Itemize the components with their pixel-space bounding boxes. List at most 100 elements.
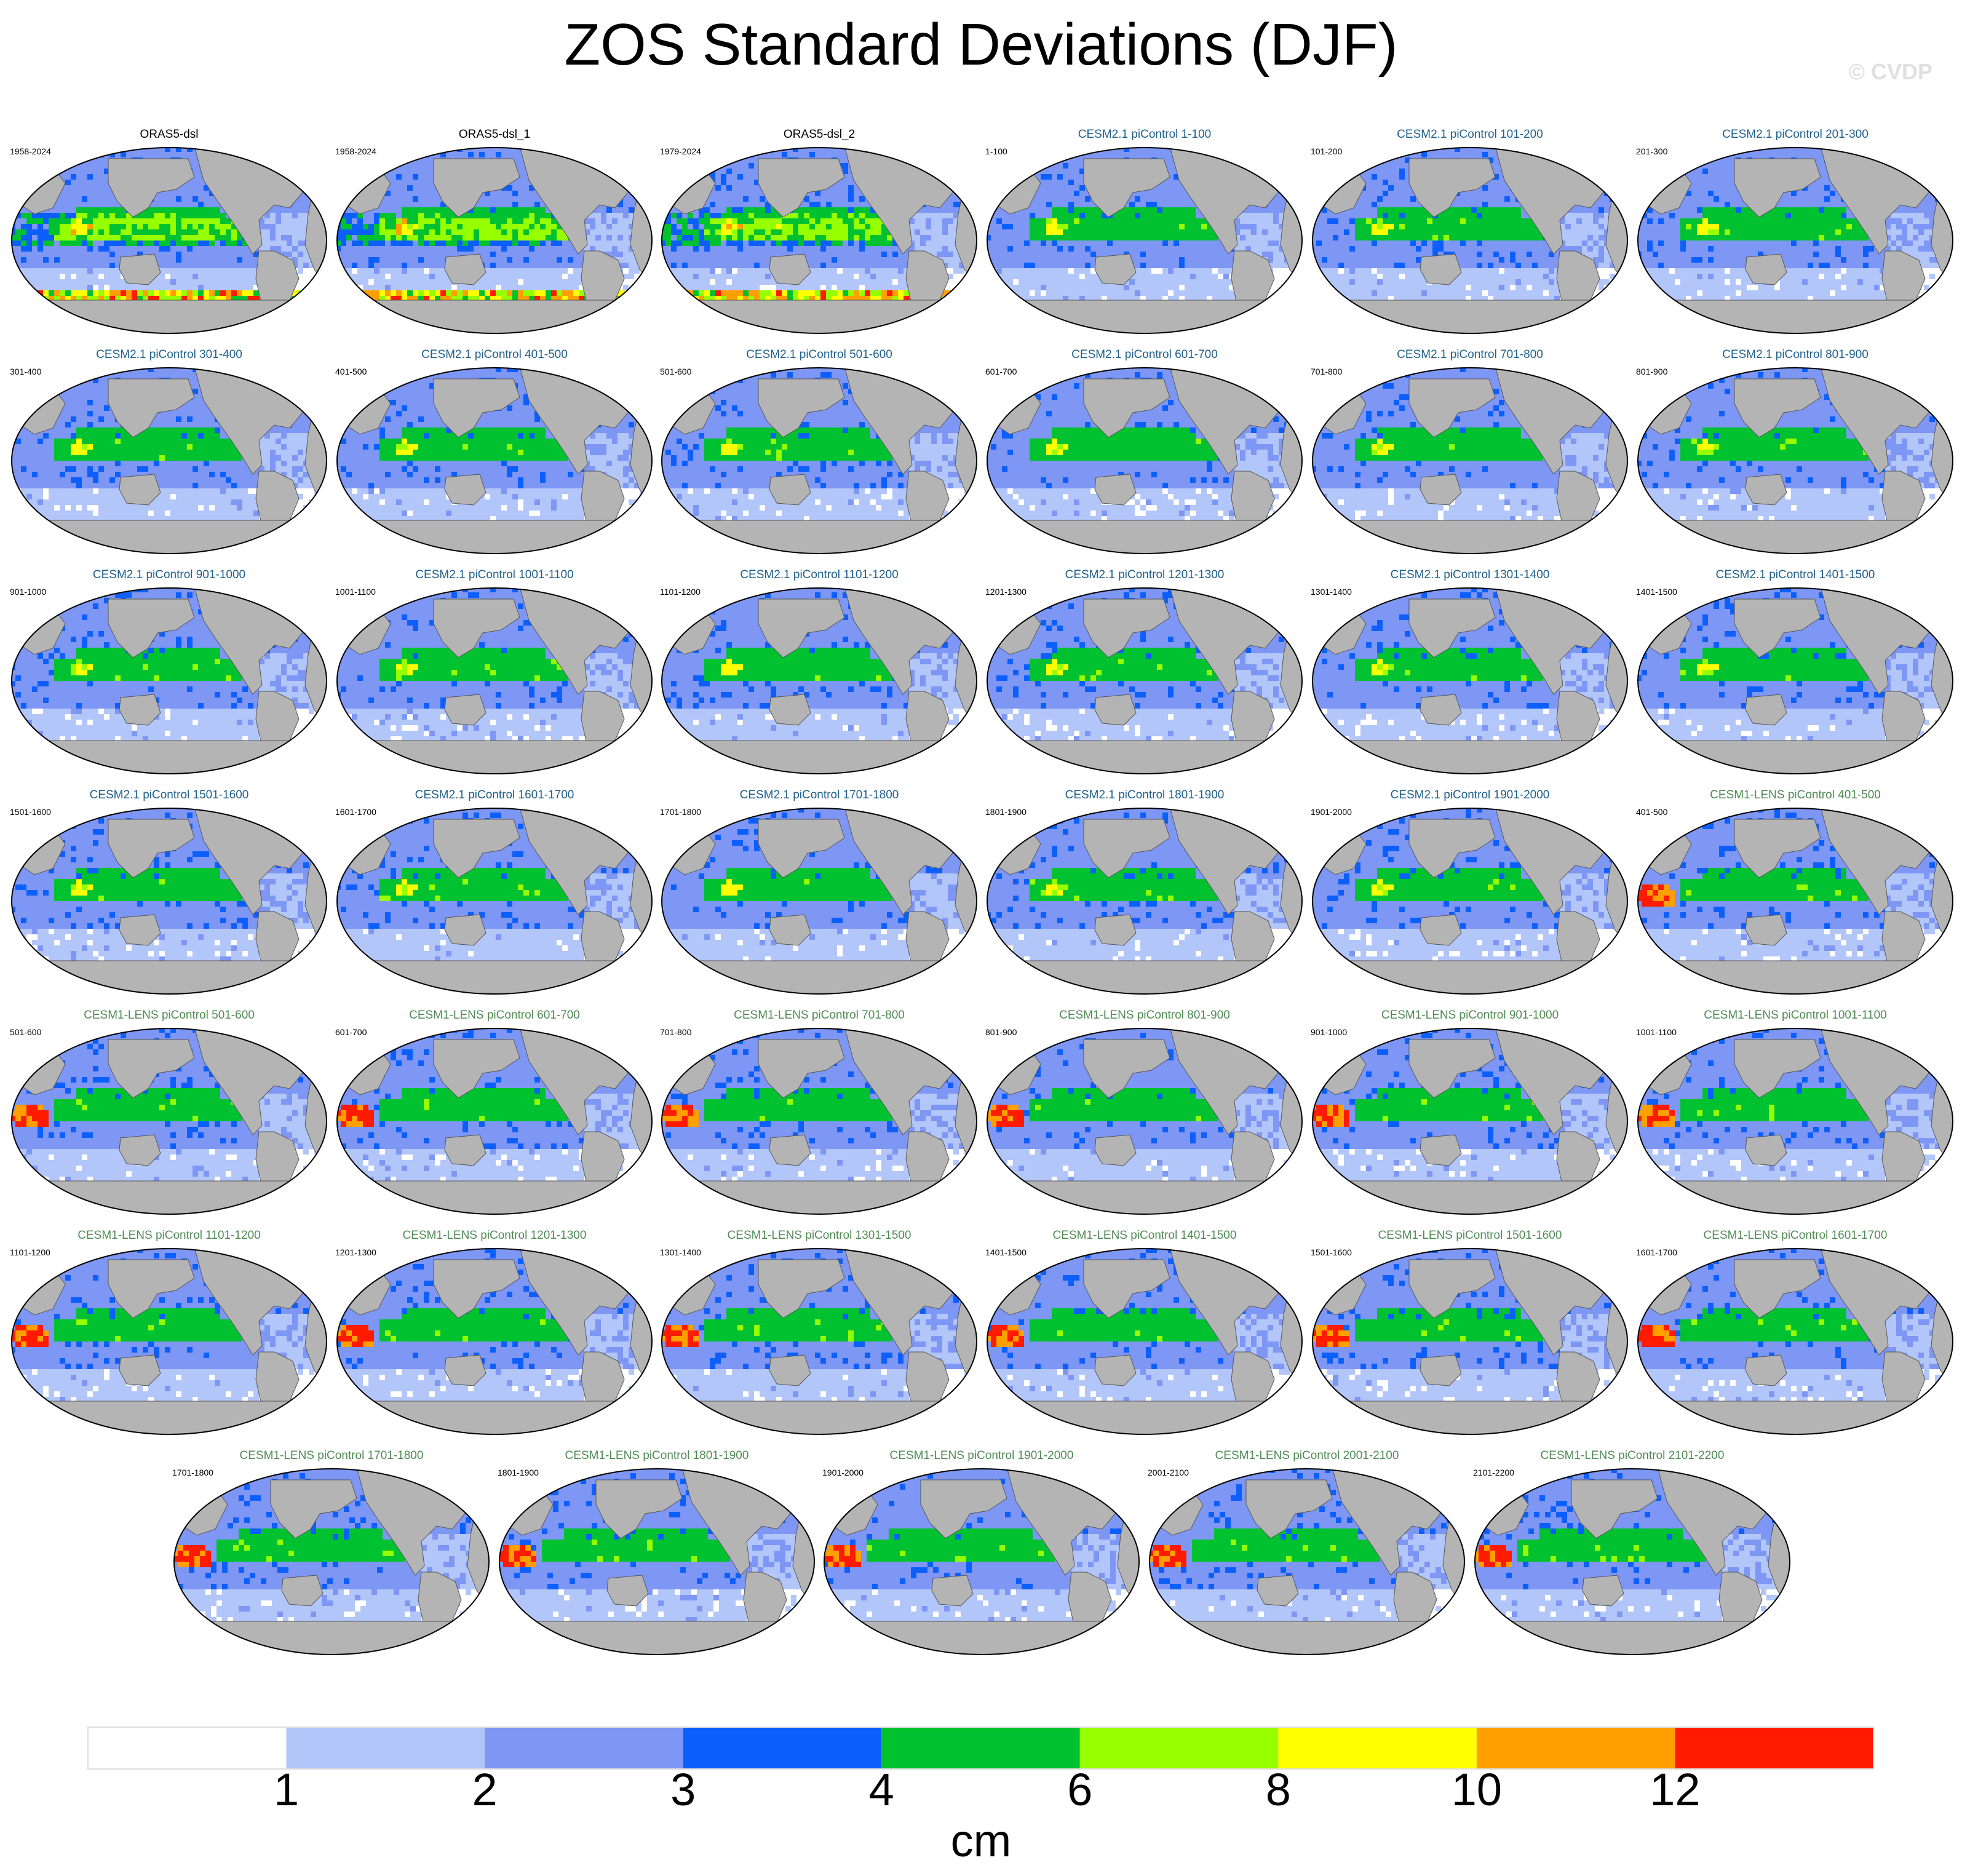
global-map — [661, 367, 977, 554]
panel-title: CESM1-LENS piControl 401-500 — [1634, 789, 1957, 802]
panel-years-label: 1401-1500 — [1636, 587, 1677, 597]
global-map — [11, 1248, 327, 1435]
colorbar-unit-label: cm — [951, 1815, 1012, 1866]
panel-years-label: 901-1000 — [10, 587, 46, 597]
map-panel: CESM2.1 piControl 1401-1500 1401-1500 — [1634, 568, 1957, 777]
global-map — [1637, 808, 1953, 995]
global-map — [1637, 147, 1953, 334]
colorbar-bin — [286, 1727, 485, 1769]
panel-title: ORAS5-dsl — [7, 128, 331, 141]
colorbar-bin — [1675, 1727, 1873, 1769]
map-panel: CESM2.1 piControl 901-1000 901-1000 — [7, 568, 331, 777]
panel-years-label: 1501-1600 — [10, 807, 51, 817]
colorbar-tick-label: 10 — [1452, 1764, 1502, 1815]
global-map — [1312, 808, 1628, 995]
map-panel: CESM1-LENS piControl 2001-2100 2001-2100 — [1145, 1449, 1469, 1658]
colorbar-bin — [683, 1727, 882, 1769]
panel-years-label: 1701-1800 — [660, 807, 701, 817]
panel-years-label: 1958-2024 — [10, 146, 51, 156]
map-panel: CESM1-LENS piControl 1301-1500 1301-1400 — [657, 1229, 981, 1438]
panel-years-label: 1958-2024 — [335, 146, 376, 156]
panel-years-label: 1901-2000 — [1311, 807, 1352, 817]
colorbar-tick-label: 4 — [869, 1764, 894, 1815]
panel-years-label: 401-500 — [335, 367, 367, 376]
map-panel: CESM2.1 piControl 201-300 201-300 — [1634, 128, 1957, 337]
panel-title: CESM2.1 piControl 801-900 — [1634, 348, 1957, 362]
global-map — [661, 1028, 977, 1215]
map-panel: CESM2.1 piControl 401-500 401-500 — [333, 348, 656, 557]
global-map — [336, 1248, 653, 1435]
panel-years-label: 1501-1600 — [1311, 1247, 1352, 1257]
global-map — [1312, 587, 1628, 774]
map-panel: CESM1-LENS piControl 801-900 801-900 — [983, 1009, 1306, 1218]
panel-years-label: 501-600 — [660, 367, 691, 376]
map-panel: ORAS5-dsl 1958-2024 — [7, 128, 331, 337]
map-panel: CESM2.1 piControl 1-100 1-100 — [983, 128, 1306, 337]
panel-years-label: 1301-1400 — [660, 1247, 701, 1257]
panel-title: CESM1-LENS piControl 1401-1500 — [983, 1229, 1306, 1242]
colorbar-tick-label: 3 — [670, 1764, 696, 1815]
colorbar-bin — [881, 1727, 1080, 1769]
panel-years-label: 201-300 — [1636, 146, 1667, 156]
panel-years-label: 1101-1200 — [10, 1247, 50, 1257]
colorbar: 1 2 3 4 6 8 10 12 cm — [0, 1716, 1962, 1873]
map-panel: CESM1-LENS piControl 601-700 601-700 — [333, 1009, 656, 1218]
global-map — [1637, 587, 1953, 774]
global-map — [987, 808, 1303, 995]
map-panel: CESM2.1 piControl 101-200 101-200 — [1308, 128, 1632, 337]
panel-title: CESM2.1 piControl 1501-1600 — [7, 789, 331, 802]
panel-title: CESM1-LENS piControl 2101-2200 — [1471, 1449, 1794, 1463]
panel-years-label: 1001-1100 — [335, 587, 376, 597]
panel-title: CESM1-LENS piControl 1201-1300 — [333, 1229, 656, 1242]
global-map — [987, 367, 1303, 554]
colorbar-tick-label: 12 — [1650, 1764, 1700, 1815]
colorbar-tick-label: 1 — [274, 1764, 299, 1815]
map-panel: CESM1-LENS piControl 1401-1500 1401-1500 — [983, 1229, 1306, 1438]
panel-title: CESM2.1 piControl 201-300 — [1634, 128, 1957, 141]
panel-years-label: 1701-1800 — [172, 1468, 213, 1477]
page-title: ZOS Standard Deviations (DJF) — [0, 11, 1962, 79]
map-panel: CESM2.1 piControl 601-700 601-700 — [983, 348, 1306, 557]
panel-years-label: 501-600 — [10, 1027, 41, 1037]
map-panel: CESM1-LENS piControl 1001-1100 1001-1100 — [1634, 1009, 1957, 1218]
panel-title: CESM2.1 piControl 1701-1800 — [657, 789, 981, 802]
global-map — [499, 1468, 815, 1655]
map-panel: CESM1-LENS piControl 1201-1300 1201-1300 — [333, 1229, 656, 1438]
map-panel: CESM2.1 piControl 1001-1100 1001-1100 — [333, 568, 656, 777]
global-map — [661, 808, 977, 995]
panel-title: CESM1-LENS piControl 501-600 — [7, 1009, 331, 1022]
panel-title: CESM2.1 piControl 301-400 — [7, 348, 331, 362]
map-panel: CESM1-LENS piControl 401-500 401-500 — [1634, 789, 1957, 998]
panel-years-label: 1201-1300 — [985, 587, 1027, 597]
panel-years-label: 101-200 — [1311, 146, 1342, 156]
panel-title: CESM1-LENS piControl 1601-1700 — [1634, 1229, 1957, 1242]
panel-title: CESM1-LENS piControl 1901-2000 — [820, 1449, 1143, 1463]
panel-title: CESM2.1 piControl 1901-2000 — [1308, 789, 1632, 802]
map-panel: CESM1-LENS piControl 1601-1700 1601-1700 — [1634, 1229, 1957, 1438]
map-panel: CESM2.1 piControl 1101-1200 1101-1200 — [657, 568, 981, 777]
panel-title: CESM2.1 piControl 901-1000 — [7, 568, 331, 582]
panel-title: CESM2.1 piControl 501-600 — [657, 348, 981, 362]
panel-title: CESM2.1 piControl 1301-1400 — [1308, 568, 1632, 582]
panel-title: CESM1-LENS piControl 1301-1500 — [657, 1229, 981, 1242]
global-map — [1149, 1468, 1465, 1655]
panel-title: CESM1-LENS piControl 1801-1900 — [495, 1449, 819, 1463]
colorbar-bin — [1079, 1727, 1279, 1769]
panel-title: CESM2.1 piControl 401-500 — [333, 348, 656, 362]
watermark: © CVDP — [1848, 59, 1932, 85]
global-map — [1312, 1028, 1628, 1215]
panel-years-label: 1979-2024 — [660, 146, 701, 156]
panel-years-label: 701-800 — [1311, 367, 1342, 376]
global-map — [661, 587, 977, 774]
colorbar-tick-label: 2 — [472, 1764, 498, 1815]
panel-title: CESM2.1 piControl 1401-1500 — [1634, 568, 1957, 582]
panel-years-label: 1801-1900 — [498, 1468, 539, 1477]
global-map — [987, 147, 1303, 334]
panel-years-label: 1601-1700 — [1636, 1247, 1677, 1257]
global-map — [987, 1248, 1303, 1435]
panel-years-label: 1101-1200 — [660, 587, 701, 597]
map-panel: CESM1-LENS piControl 901-1000 901-1000 — [1308, 1009, 1632, 1218]
global-map — [11, 147, 327, 334]
panel-title: CESM1-LENS piControl 701-800 — [657, 1009, 981, 1022]
